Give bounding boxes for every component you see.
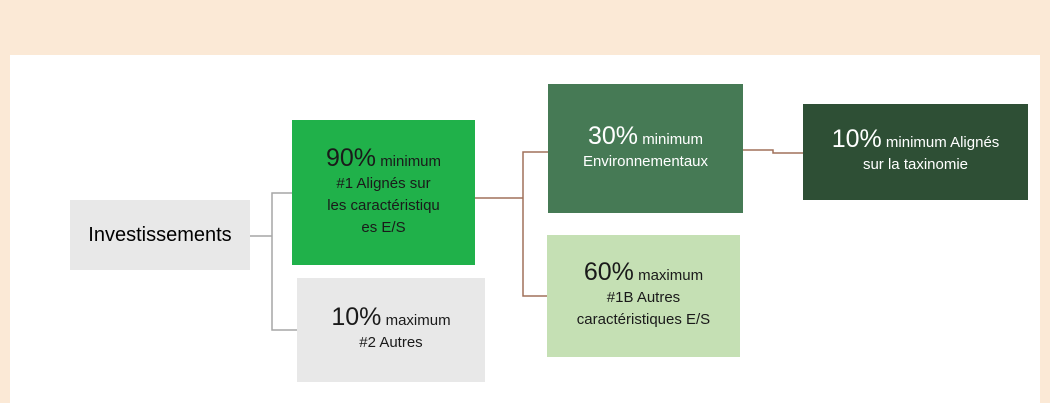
node-aligned: 90% minimum #1 Alignés sur les caractéri… [292, 120, 475, 265]
connector [522, 151, 548, 297]
node-heading: 10% maximum [331, 303, 451, 332]
percent: 10% [331, 303, 382, 331]
node-taxonomy: 10% minimum Alignés sur la taxinomie [803, 104, 1028, 200]
node-line: #2 Autres [359, 334, 423, 351]
connector [271, 192, 297, 331]
node-line: es E/S [361, 218, 406, 236]
node-other-characteristics: 60% maximum #1B Autres caractéristiques … [547, 235, 740, 357]
node-label: Investissements [88, 224, 232, 246]
node-line: sur la taxinomie [862, 156, 969, 173]
qualifier: minimum Alignés [885, 134, 1000, 151]
node-line: #1B Autres [606, 289, 681, 306]
node-heading: 30% minimum [587, 121, 704, 151]
node-line: les caractéristiqu [327, 196, 440, 214]
qualifier: maximum [385, 312, 451, 329]
percent: 10% [831, 125, 882, 153]
connector [743, 149, 803, 154]
percent: 30% [587, 121, 639, 150]
percent: 60% [583, 258, 634, 286]
qualifier: minimum [642, 130, 704, 148]
node-heading: 10% minimum Alignés [831, 125, 1000, 154]
qualifier: maximum [638, 267, 704, 284]
qualifier: minimum [380, 152, 442, 170]
node-line: caractéristiques E/S [576, 311, 711, 328]
node-line: #1 Alignés sur [336, 174, 431, 192]
percent: 90% [325, 143, 377, 172]
node-line: Environnementaux [582, 152, 709, 170]
node-heading: 90% minimum [325, 143, 442, 173]
node-environmental: 30% minimum Environnementaux [548, 84, 743, 213]
node-investments: Investissements [70, 200, 250, 270]
node-heading: 60% maximum [583, 258, 704, 287]
node-other: 10% maximum #2 Autres [297, 278, 485, 382]
